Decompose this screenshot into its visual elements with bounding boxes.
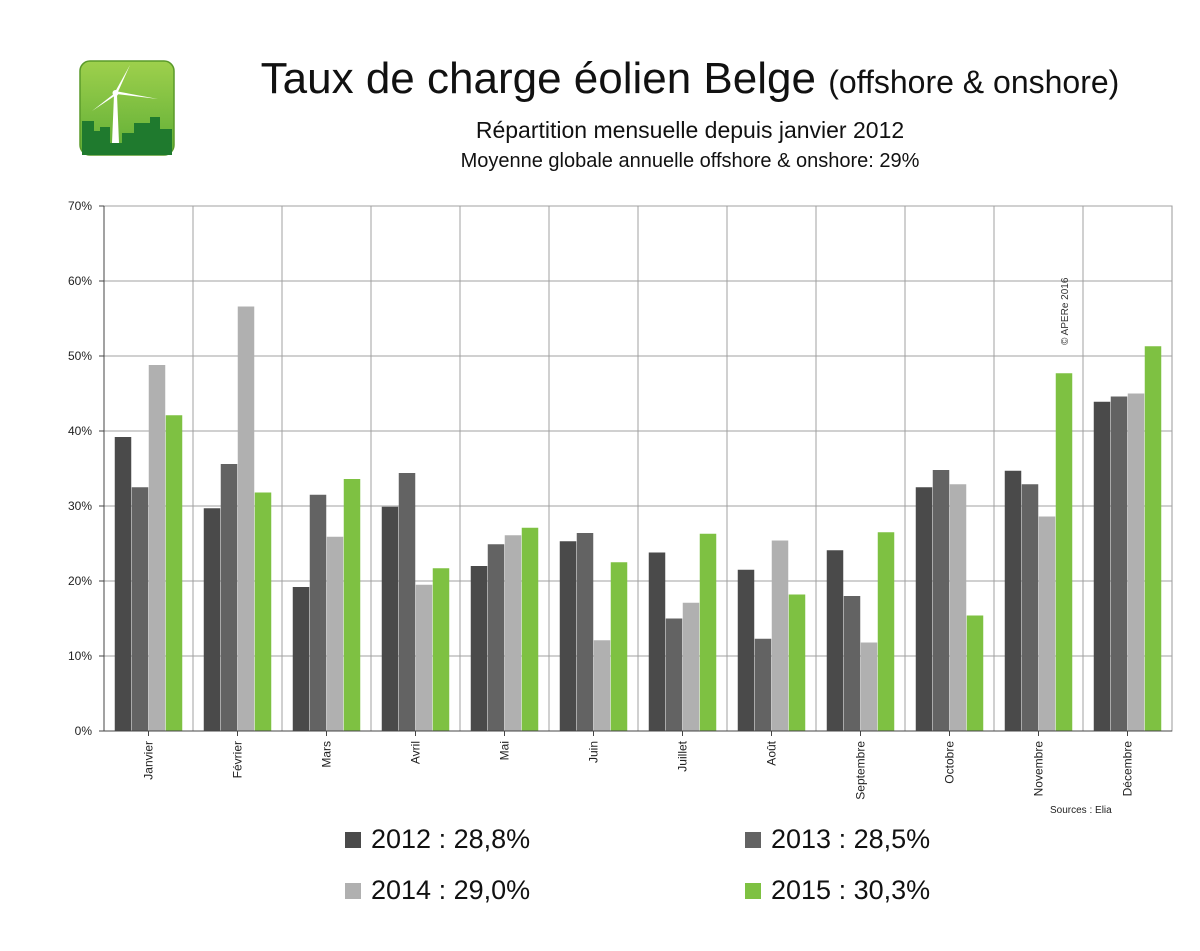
bar-2014-septembre <box>860 642 878 731</box>
bar-2014-mai <box>504 535 522 731</box>
title-main: Taux de charge éolien Belge <box>260 54 816 103</box>
chart-title: Taux de charge éolien Belge (offshore & … <box>200 52 1180 109</box>
x-tick-label: Janvier <box>142 741 156 780</box>
bar-2015-novembre <box>1055 373 1073 731</box>
axes: 0% 10% 20% 30% 40% 50% 60% 70% Janvier Février Mar… <box>68 199 1172 800</box>
bar-2012-avril <box>381 506 399 731</box>
bar-2012-octobre <box>915 487 933 731</box>
chart-subtitle: Répartition mensuelle depuis janvier 201… <box>475 117 905 143</box>
bar-2012-juillet <box>648 552 666 731</box>
legend-swatch <box>345 831 361 848</box>
bar-2014-octobre <box>949 484 967 731</box>
bar-2012-février <box>203 508 221 731</box>
wind-turbine-logo-icon <box>79 60 175 156</box>
bar-2012-juin <box>559 541 577 731</box>
bar-2015-décembre <box>1144 346 1162 731</box>
y-tick-label: 30% <box>68 499 92 513</box>
x-tick-label: Juin <box>587 741 601 763</box>
bar-2012-novembre <box>1004 470 1022 731</box>
bar-2012-septembre <box>826 550 844 731</box>
legend-label: 2012 : 28,8% <box>371 824 531 854</box>
bar-2014-avril <box>415 584 433 731</box>
y-tick-label: 20% <box>68 574 92 588</box>
x-tick-label: Février <box>231 741 245 778</box>
bar-2013-février <box>220 464 238 731</box>
bar-2014-novembre <box>1038 516 1056 731</box>
annotations: © APERe 2016 Sources : Elia <box>1050 277 1112 816</box>
title-suffix: (offshore & onshore) <box>828 64 1120 100</box>
legend-label: 2014 : 29,0% <box>371 875 531 905</box>
y-tick-label: 50% <box>68 349 92 363</box>
bar-2013-août <box>754 638 772 731</box>
source-annotation: Sources : Elia <box>1050 805 1112 816</box>
bar-2013-décembre <box>1110 396 1128 731</box>
bar-2013-mars <box>309 494 327 731</box>
bar-2013-mai <box>487 544 505 731</box>
bar-2014-décembre <box>1127 393 1145 731</box>
x-tick-label: Juillet <box>676 740 690 771</box>
bar-2015-juin <box>610 562 628 731</box>
legend-swatch <box>345 882 361 899</box>
bar-2015-juillet <box>699 533 717 731</box>
bar-2012-mars <box>292 587 310 731</box>
x-tick-label: Décembre <box>1121 741 1135 797</box>
legend-label: 2015 : 30,3% <box>771 875 931 905</box>
bar-2015-janvier <box>165 415 183 731</box>
legend-swatch <box>745 831 761 848</box>
bar-2013-novembre <box>1021 484 1039 731</box>
bar-2015-octobre <box>966 615 984 731</box>
bar-2015-avril <box>432 568 450 731</box>
bar-2013-juin <box>576 533 594 731</box>
bar-2014-juin <box>593 640 611 731</box>
bar-2014-août <box>771 540 789 731</box>
x-tick-label: Septembre <box>854 741 868 800</box>
bar-2014-janvier <box>148 365 166 731</box>
x-tick-label: Mars <box>320 741 334 768</box>
bar-2015-février <box>254 492 272 731</box>
y-tick-label: 40% <box>68 424 92 438</box>
bar-2015-septembre <box>877 532 895 731</box>
y-tick-label: 10% <box>68 649 92 663</box>
bar-2012-mai <box>470 566 488 731</box>
bar-2014-mars <box>326 536 344 731</box>
x-tick-label: Novembre <box>1032 741 1046 797</box>
bar-2014-juillet <box>682 602 700 731</box>
x-tick-label: Octobre <box>943 741 957 784</box>
y-tick-label: 0% <box>75 724 93 738</box>
bar-2012-août <box>737 569 755 731</box>
bar-chart: 0% 10% 20% 30% 40% 50% 60% 70% Janvier Février Mar… <box>68 199 1173 816</box>
bar-2013-avril <box>398 473 416 731</box>
legend-item-2014: 2014 : 29,0% <box>345 875 530 906</box>
bar-2014-février <box>237 306 255 731</box>
legend-label: 2013 : 28,5% <box>771 824 931 854</box>
bar-2015-août <box>788 594 806 731</box>
copyright-annotation: © APERe 2016 <box>1060 277 1071 345</box>
legend-item-2013: 2013 : 28,5% <box>745 824 930 855</box>
y-tick-label: 70% <box>68 199 92 213</box>
bar-2012-décembre <box>1093 401 1111 731</box>
chart-header: Taux de charge éolien Belge (offshore & … <box>200 52 1180 175</box>
bar-2013-juillet <box>665 618 683 731</box>
x-tick-label: Avril <box>409 741 423 764</box>
chart-subtitle-average: Moyenne globale annuelle offshore & onsh… <box>460 150 920 172</box>
legend-item-2012: 2012 : 28,8% <box>345 824 530 855</box>
bar-2015-mai <box>521 527 539 731</box>
legend-swatch <box>745 882 761 899</box>
x-tick-label: Mai <box>498 741 512 760</box>
y-tick-label: 60% <box>68 274 92 288</box>
bar-2012-janvier <box>114 437 132 731</box>
x-tick-label: Août <box>765 740 779 765</box>
bar-2013-janvier <box>131 487 149 731</box>
bar-2013-septembre <box>843 596 861 731</box>
bar-marks <box>114 306 1162 731</box>
bar-2015-mars <box>343 479 361 731</box>
legend-item-2015: 2015 : 30,3% <box>745 875 930 906</box>
bar-2013-octobre <box>932 470 950 731</box>
